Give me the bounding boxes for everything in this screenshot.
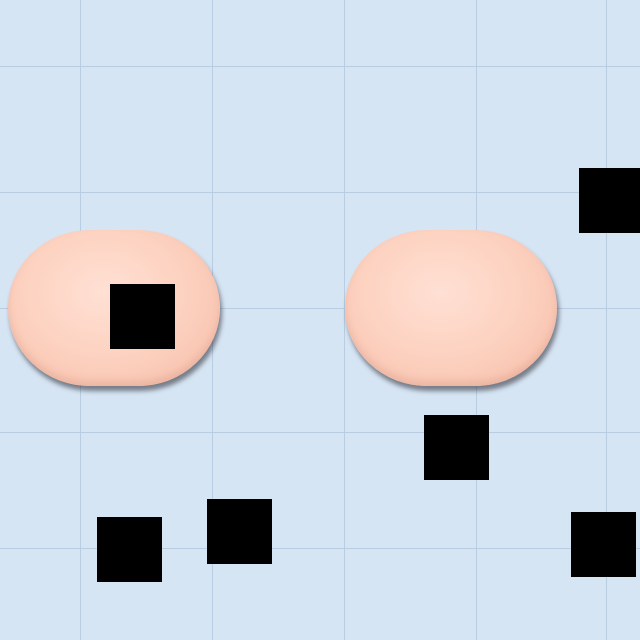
grid-line (0, 548, 640, 549)
redaction-box (207, 499, 272, 564)
redaction-box (110, 284, 175, 349)
grid-line (0, 192, 640, 193)
grid-line (0, 66, 640, 67)
redaction-box (571, 512, 636, 577)
grid-line (606, 0, 607, 640)
redaction-box (579, 168, 640, 233)
grid-line (0, 432, 640, 433)
redaction-box (424, 415, 489, 480)
grid-line (0, 308, 640, 309)
grid-line (344, 0, 345, 640)
redaction-box (97, 517, 162, 582)
tablet-back (345, 230, 557, 386)
